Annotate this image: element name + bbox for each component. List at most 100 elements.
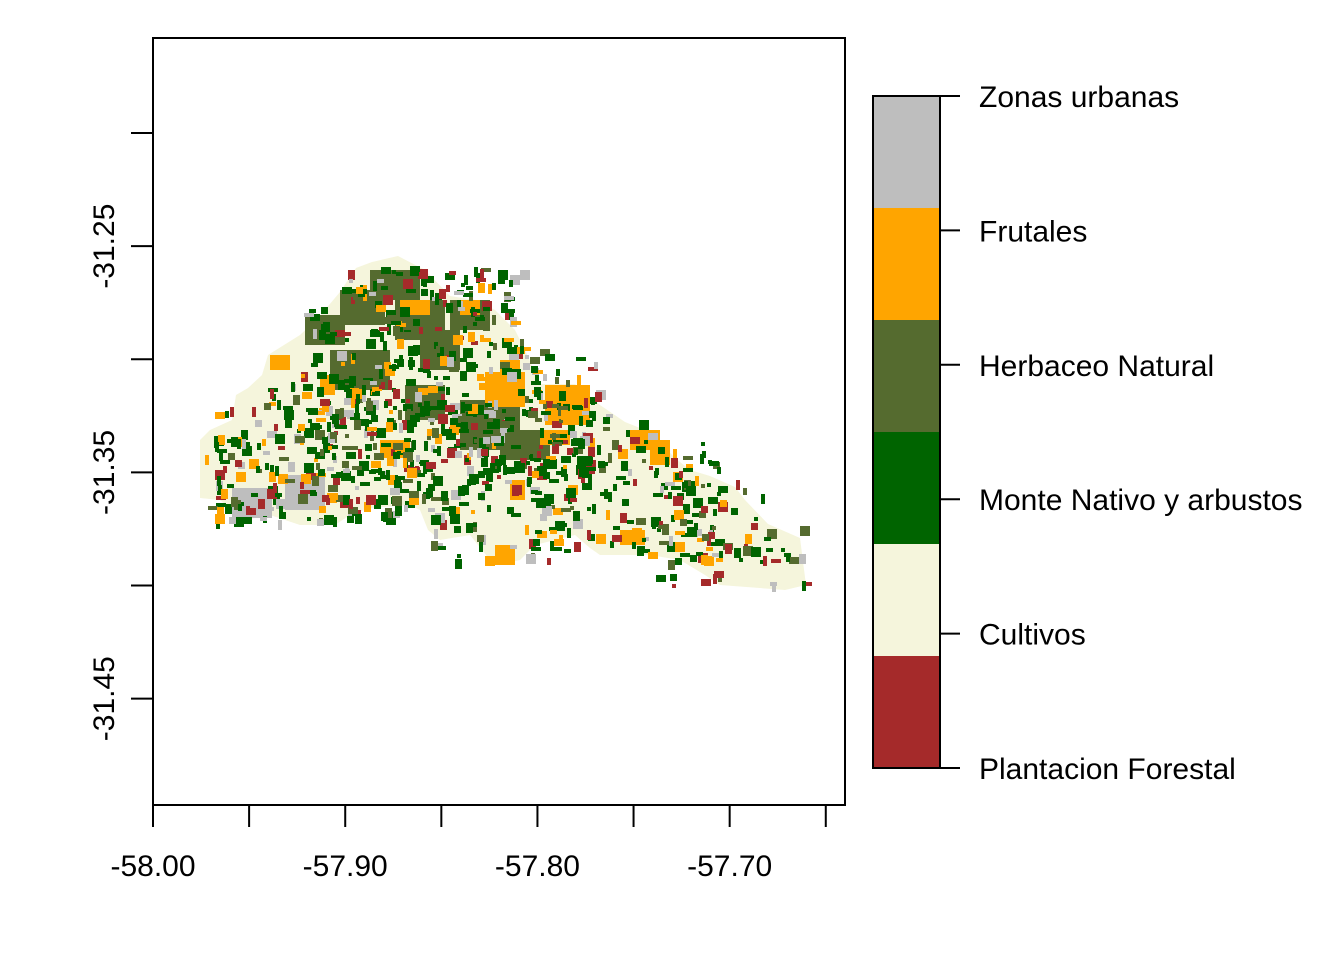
land-cover-cell (505, 417, 515, 421)
land-cover-cell (537, 451, 541, 461)
land-cover-cell (240, 506, 247, 516)
land-cover-cell (531, 366, 538, 373)
land-cover-cell (217, 491, 221, 495)
land-cover-cell (461, 422, 468, 429)
land-cover-cell (487, 422, 494, 429)
land-cover-cell (718, 486, 728, 493)
land-cover-cell (483, 437, 490, 444)
frutales-patch (270, 355, 290, 370)
land-cover-cell (424, 441, 428, 451)
land-cover-cell (341, 362, 345, 366)
land-cover-cell (531, 490, 538, 494)
land-cover-cell (365, 444, 372, 451)
land-cover-cell (720, 500, 727, 507)
land-cover-cell (649, 466, 653, 470)
land-cover-cell (442, 429, 452, 436)
land-cover-cell (612, 440, 619, 450)
land-cover-cell (542, 445, 549, 452)
land-cover-cell (319, 506, 326, 513)
land-cover-cell (388, 475, 395, 485)
land-cover-cell (252, 407, 256, 417)
land-cover-cell (300, 490, 310, 494)
land-cover-cell (218, 435, 225, 445)
land-cover-cell (473, 312, 477, 316)
land-cover-cell (520, 344, 524, 354)
land-cover-cell (246, 442, 250, 446)
legend-frame (872, 95, 941, 769)
land-cover-cell (531, 547, 541, 551)
land-cover-cell (504, 296, 514, 300)
land-cover-cell (534, 458, 541, 462)
land-cover-cell (695, 476, 699, 486)
land-cover-cell (623, 481, 630, 485)
land-cover-cell (468, 332, 475, 342)
land-cover-cell (359, 396, 363, 403)
land-cover-cell (492, 315, 496, 325)
land-cover-cell (701, 442, 705, 446)
land-cover-cell (385, 317, 395, 324)
land-cover-cell (366, 495, 376, 505)
land-cover-cell (674, 510, 684, 520)
land-cover-cell (393, 326, 400, 336)
land-cover-cell (364, 502, 371, 512)
land-cover-cell (319, 330, 326, 340)
land-cover-cell (641, 546, 645, 553)
land-cover-cell (734, 548, 741, 558)
land-cover-cell (324, 515, 334, 525)
land-cover-cell (370, 381, 377, 385)
land-cover-cell (511, 321, 521, 325)
land-cover-cell (622, 499, 629, 506)
land-cover-cell (555, 377, 559, 384)
land-cover-cell (564, 549, 571, 553)
land-cover-cell (589, 411, 596, 418)
land-cover-cell (375, 301, 382, 308)
land-cover-cell (293, 395, 300, 405)
land-cover-cell (337, 351, 347, 361)
land-cover-cell (442, 507, 449, 511)
legend-colorbar (872, 95, 941, 769)
land-cover-cell (467, 466, 474, 476)
land-cover-cell (397, 339, 404, 349)
land-cover-cell (439, 289, 446, 299)
land-cover-cell (613, 526, 620, 530)
land-cover-cell (445, 273, 455, 280)
land-cover-cell (654, 471, 658, 478)
land-cover-cell (668, 560, 675, 570)
land-cover-cell (235, 460, 242, 467)
land-cover-cell (404, 438, 411, 442)
land-cover-cell (401, 399, 405, 403)
land-cover-cell (304, 428, 314, 438)
land-cover-cell (489, 469, 499, 473)
land-cover-cell (480, 315, 484, 319)
land-cover-cell (355, 514, 362, 524)
land-cover-cell (381, 267, 391, 274)
land-cover-cell (374, 453, 384, 460)
land-cover-cell (319, 408, 329, 412)
land-cover-cell (588, 367, 598, 371)
land-cover-cell (380, 332, 384, 342)
land-cover-cell (549, 479, 559, 483)
land-cover-cell (335, 330, 345, 337)
land-cover-cell (781, 548, 785, 552)
land-cover-cell (443, 376, 450, 380)
land-cover-cell (474, 439, 478, 443)
land-cover-cell (540, 514, 547, 521)
land-cover-cell (456, 443, 466, 447)
land-cover-cell (632, 528, 642, 538)
land-cover-cell (486, 472, 493, 482)
x-tick-label: -57.90 (303, 850, 388, 883)
land-cover-cell (648, 433, 658, 440)
land-cover-cell (403, 458, 407, 468)
land-cover-cell (428, 484, 435, 491)
land-cover-cell (588, 447, 595, 457)
land-cover-cell (546, 456, 556, 460)
land-cover-cell (489, 342, 493, 346)
land-cover-cell (367, 432, 377, 436)
land-cover-cell (529, 399, 533, 403)
land-cover-cell (712, 526, 716, 530)
land-cover-cell (446, 433, 456, 440)
land-cover-cell (423, 283, 427, 287)
land-cover-cell (451, 490, 461, 500)
land-cover-cell (378, 468, 382, 475)
land-cover-cell (800, 526, 810, 536)
